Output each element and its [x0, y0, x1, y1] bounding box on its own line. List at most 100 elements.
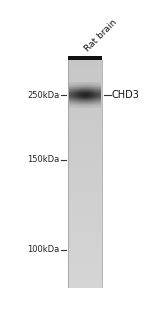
Bar	[68, 186, 102, 187]
Bar	[68, 177, 102, 178]
Bar	[68, 150, 102, 151]
Bar	[68, 88, 102, 89]
Bar	[68, 245, 102, 246]
Bar	[68, 153, 102, 154]
Bar	[68, 214, 102, 215]
Bar	[68, 270, 102, 271]
Bar	[68, 158, 102, 159]
Bar	[68, 235, 102, 236]
Bar	[68, 283, 102, 284]
Bar	[68, 277, 102, 278]
Bar	[68, 252, 102, 253]
Bar	[68, 87, 102, 88]
Bar	[68, 61, 102, 62]
Bar	[68, 255, 102, 256]
Bar	[68, 95, 102, 96]
Bar	[68, 206, 102, 207]
Bar	[68, 222, 102, 223]
Bar	[68, 72, 102, 73]
Bar	[68, 234, 102, 235]
Bar	[68, 183, 102, 184]
Bar	[68, 120, 102, 121]
Bar	[68, 82, 102, 83]
Bar	[68, 170, 102, 171]
Bar	[68, 233, 102, 234]
Bar	[68, 114, 102, 115]
Bar	[68, 146, 102, 147]
Bar	[68, 159, 102, 160]
Text: Rat brain: Rat brain	[83, 17, 118, 53]
Bar	[68, 98, 102, 99]
Bar	[68, 215, 102, 216]
Bar	[68, 216, 102, 217]
Bar	[68, 135, 102, 136]
Bar	[68, 199, 102, 200]
Bar	[68, 276, 102, 277]
Bar	[68, 240, 102, 241]
Bar	[68, 251, 102, 252]
Bar	[68, 122, 102, 123]
Bar	[68, 96, 102, 97]
Bar	[68, 249, 102, 250]
Bar	[68, 211, 102, 212]
Bar	[68, 126, 102, 127]
Bar	[68, 287, 102, 288]
Bar	[68, 190, 102, 191]
Bar	[68, 246, 102, 247]
Bar	[68, 213, 102, 214]
Bar	[68, 92, 102, 93]
Bar	[68, 201, 102, 202]
Bar	[68, 208, 102, 209]
Bar	[68, 261, 102, 262]
Bar	[68, 71, 102, 72]
Bar	[68, 97, 102, 98]
Bar	[68, 169, 102, 170]
Bar	[68, 275, 102, 276]
Bar	[68, 80, 102, 81]
Bar	[68, 191, 102, 192]
Bar	[68, 75, 102, 76]
Bar	[68, 182, 102, 183]
Bar	[68, 239, 102, 240]
Bar	[68, 203, 102, 204]
Bar	[68, 281, 102, 282]
Bar	[68, 179, 102, 180]
Bar	[68, 60, 102, 61]
Bar	[68, 286, 102, 287]
Bar	[68, 138, 102, 139]
Bar	[68, 157, 102, 158]
Bar	[68, 147, 102, 148]
Bar	[68, 167, 102, 168]
Bar	[68, 83, 102, 84]
Bar	[68, 91, 102, 92]
Bar	[68, 197, 102, 198]
Bar	[68, 175, 102, 176]
Bar	[68, 282, 102, 283]
Bar	[68, 121, 102, 122]
Bar	[68, 89, 102, 90]
Bar	[68, 117, 102, 118]
Bar	[68, 200, 102, 201]
Bar	[68, 133, 102, 134]
Bar	[68, 69, 102, 70]
Bar	[68, 84, 102, 85]
Bar	[68, 236, 102, 237]
Bar	[68, 285, 102, 286]
Bar	[68, 168, 102, 169]
Bar	[68, 118, 102, 119]
Bar	[68, 212, 102, 213]
Bar	[68, 113, 102, 114]
Bar	[68, 218, 102, 219]
Bar	[68, 110, 102, 111]
Bar	[68, 141, 102, 142]
Bar	[68, 134, 102, 135]
Bar	[68, 163, 102, 164]
Bar	[68, 269, 102, 270]
Bar	[68, 115, 102, 116]
Bar	[68, 93, 102, 94]
Bar	[68, 244, 102, 245]
Bar	[68, 210, 102, 211]
Bar	[68, 125, 102, 126]
Bar	[68, 176, 102, 177]
Bar	[68, 127, 102, 128]
